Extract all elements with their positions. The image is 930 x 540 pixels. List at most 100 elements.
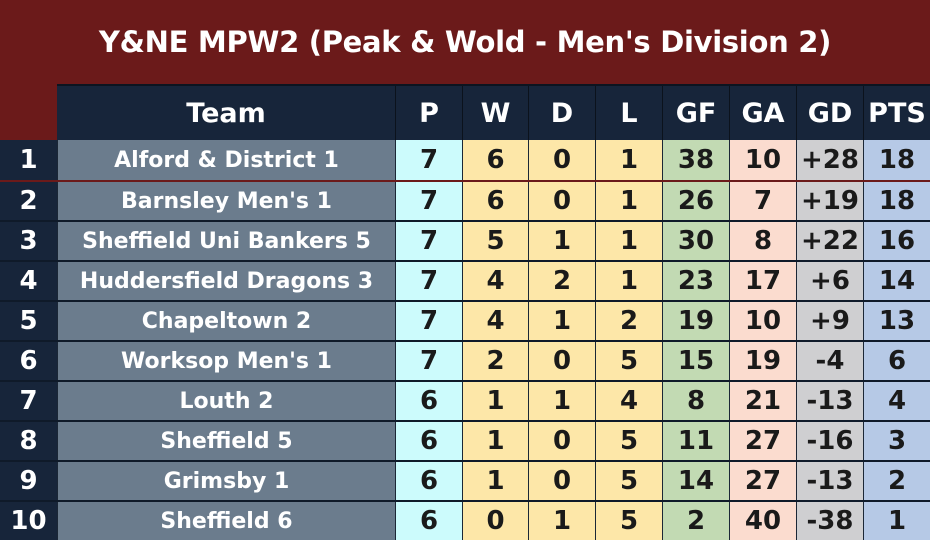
points-cell: 14 [863,262,930,300]
table-row: 6 Worksop Men's 1 7 2 0 5 15 19 -4 6 [0,340,930,380]
header-team: Team [186,98,266,129]
drawn-cell: 1 [528,222,595,260]
won-cell: 5 [462,222,528,260]
won-cell: 4 [462,262,528,300]
drawn-cell: 0 [528,140,595,180]
played-cell: 7 [395,222,462,260]
played-cell: 7 [395,262,462,300]
goals-against-cell: 10 [729,302,796,340]
position-cell: 1 [0,140,57,180]
header-played: P [395,86,462,142]
goals-for-cell: 15 [662,342,729,380]
goals-against-cell: 27 [729,422,796,460]
position-cell: 4 [0,262,57,300]
table-row: 2 Barnsley Men's 1 7 6 0 1 26 7 +19 18 [0,180,930,220]
goals-against-cell: 21 [729,382,796,420]
team-cell: Sheffield 5 [57,422,395,460]
won-cell: 6 [462,140,528,180]
team-cell: Chapeltown 2 [57,302,395,340]
table-row: 4 Huddersfield Dragons 3 7 4 2 1 23 17 +… [0,260,930,300]
goals-for-cell: 14 [662,462,729,500]
table-row: 10 Sheffield 6 6 0 1 5 2 40 -38 1 [0,500,930,540]
points-cell: 1 [863,502,930,540]
team-cell: Barnsley Men's 1 [57,182,395,220]
position-cell: 2 [0,182,57,220]
won-cell: 1 [462,422,528,460]
goal-difference-cell: -13 [796,462,863,500]
played-cell: 7 [395,342,462,380]
goal-difference-cell: +28 [796,140,863,180]
team-cell: Huddersfield Dragons 3 [57,262,395,300]
goals-against-cell: 10 [729,140,796,180]
team-cell: Louth 2 [57,382,395,420]
table-header: Team P W D L GF GA GD PTS [57,84,930,142]
table-title: Y&NE MPW2 (Peak & Wold - Men's Division … [98,25,832,59]
goals-for-cell: 11 [662,422,729,460]
goal-difference-cell: -4 [796,342,863,380]
table-row: 1 Alford & District 1 7 6 0 1 38 10 +28 … [0,140,930,180]
goals-for-cell: 19 [662,302,729,340]
goals-for-cell: 23 [662,262,729,300]
played-cell: 6 [395,422,462,460]
won-cell: 1 [462,382,528,420]
points-cell: 2 [863,462,930,500]
header-goals-against: GA [729,86,796,142]
goal-difference-cell: +6 [796,262,863,300]
lost-cell: 1 [595,262,662,300]
goal-difference-cell: +22 [796,222,863,260]
header-won: W [462,86,528,142]
position-cell: 8 [0,422,57,460]
won-cell: 1 [462,462,528,500]
goals-against-cell: 40 [729,502,796,540]
drawn-cell: 1 [528,502,595,540]
played-cell: 6 [395,462,462,500]
table-body: 1 Alford & District 1 7 6 0 1 38 10 +28 … [0,140,930,540]
header-drawn: D [528,86,595,142]
points-cell: 18 [863,182,930,220]
goals-against-cell: 19 [729,342,796,380]
goals-for-cell: 8 [662,382,729,420]
position-cell: 3 [0,222,57,260]
goals-against-cell: 8 [729,222,796,260]
goal-difference-cell: -13 [796,382,863,420]
points-cell: 18 [863,140,930,180]
points-cell: 13 [863,302,930,340]
team-cell: Sheffield Uni Bankers 5 [57,222,395,260]
won-cell: 4 [462,302,528,340]
played-cell: 6 [395,502,462,540]
table-row: 7 Louth 2 6 1 1 4 8 21 -13 4 [0,380,930,420]
lost-cell: 5 [595,462,662,500]
goals-for-cell: 2 [662,502,729,540]
table-row: 5 Chapeltown 2 7 4 1 2 19 10 +9 13 [0,300,930,340]
played-cell: 7 [395,302,462,340]
drawn-cell: 0 [528,182,595,220]
header-goals-for: GF [662,86,729,142]
lost-cell: 1 [595,140,662,180]
lost-cell: 5 [595,342,662,380]
lost-cell: 5 [595,502,662,540]
team-cell: Sheffield 6 [57,502,395,540]
table-row: 9 Grimsby 1 6 1 0 5 14 27 -13 2 [0,460,930,500]
drawn-cell: 0 [528,342,595,380]
header-goal-difference: GD [796,86,863,142]
drawn-cell: 1 [528,382,595,420]
drawn-cell: 1 [528,302,595,340]
goal-difference-cell: +9 [796,302,863,340]
goals-for-cell: 38 [662,140,729,180]
lost-cell: 4 [595,382,662,420]
table-row: 3 Sheffield Uni Bankers 5 7 5 1 1 30 8 +… [0,220,930,260]
position-cell: 9 [0,462,57,500]
lost-cell: 2 [595,302,662,340]
position-cell: 5 [0,302,57,340]
played-cell: 7 [395,182,462,220]
lost-cell: 1 [595,182,662,220]
drawn-cell: 2 [528,262,595,300]
won-cell: 2 [462,342,528,380]
won-cell: 6 [462,182,528,220]
drawn-cell: 0 [528,462,595,500]
lost-cell: 5 [595,422,662,460]
header-lost: L [595,86,662,142]
goal-difference-cell: -16 [796,422,863,460]
goals-against-cell: 27 [729,462,796,500]
table-row: 8 Sheffield 5 6 1 0 5 11 27 -16 3 [0,420,930,460]
